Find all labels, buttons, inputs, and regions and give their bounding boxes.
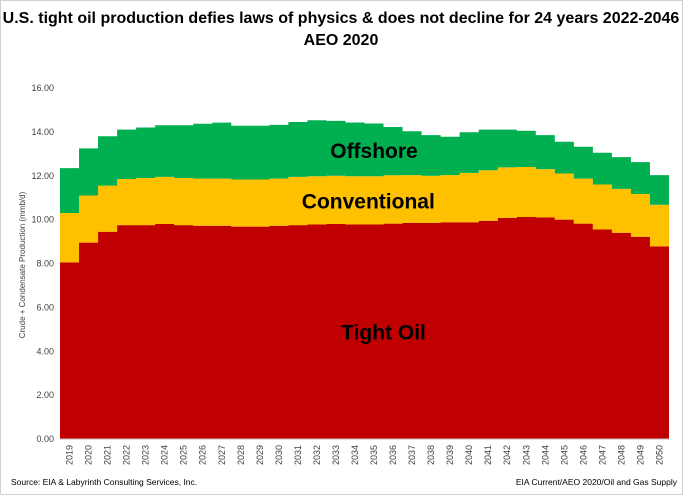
chart-title-line1: U.S. tight oil production defies laws of… bbox=[3, 10, 680, 27]
data-note: EIA Current/AEO 2020/Oil and Gas Supply bbox=[516, 477, 678, 487]
area-offshore bbox=[60, 120, 669, 214]
x-tick-label: 2042 bbox=[502, 445, 512, 465]
series-labels: Tight Oil Conventional Offshore bbox=[302, 140, 435, 344]
y-tick-label: 8.00 bbox=[36, 259, 54, 269]
x-tick-label: 2021 bbox=[103, 445, 113, 465]
y-tick-label: 6.00 bbox=[36, 302, 54, 312]
x-tick-label: 2020 bbox=[84, 445, 94, 465]
series-label-conventional: Conventional bbox=[302, 190, 435, 213]
x-tick-label: 2036 bbox=[388, 445, 398, 465]
y-axis-ticks: 0.00 2.00 4.00 6.00 8.00 10.00 12.00 14.00 16.00 bbox=[31, 83, 54, 444]
x-tick-label: 2049 bbox=[636, 445, 646, 465]
y-tick-label: 2.00 bbox=[36, 390, 54, 400]
x-tick-label: 2035 bbox=[369, 445, 379, 465]
x-tick-label: 2037 bbox=[407, 445, 417, 465]
plot-area bbox=[60, 120, 669, 439]
y-tick-label: 4.00 bbox=[36, 346, 54, 356]
x-tick-label: 2038 bbox=[426, 445, 436, 465]
x-tick-label: 2030 bbox=[274, 445, 284, 465]
y-tick-label: 14.00 bbox=[31, 127, 54, 137]
x-tick-label: 2040 bbox=[464, 445, 474, 465]
x-tick-label: 2048 bbox=[616, 445, 626, 465]
x-tick-label: 2039 bbox=[445, 445, 455, 465]
y-tick-label: 16.00 bbox=[31, 83, 54, 93]
x-tick-label: 2022 bbox=[122, 445, 132, 465]
x-tick-label: 2033 bbox=[331, 445, 341, 465]
x-tick-label: 2026 bbox=[198, 445, 208, 465]
area-tight-oil bbox=[60, 216, 669, 439]
x-tick-label: 2019 bbox=[65, 445, 75, 465]
source-note: Source: EIA & Labyrinth Consulting Servi… bbox=[11, 477, 197, 487]
x-tick-label: 2024 bbox=[160, 445, 170, 465]
x-tick-label: 2050 bbox=[655, 445, 665, 465]
y-tick-label: 0.00 bbox=[36, 434, 54, 444]
y-tick-label: 10.00 bbox=[31, 215, 54, 225]
x-tick-label: 2027 bbox=[217, 445, 227, 465]
x-axis-ticks: 2019 2020 2021 2022 2023 2024 2025 2026 2027 2028… bbox=[65, 445, 665, 465]
x-tick-label: 2046 bbox=[578, 445, 588, 465]
x-tick-label: 2047 bbox=[597, 445, 607, 465]
y-axis-label: Crude + Condensate Production (mmb/d) bbox=[18, 191, 27, 338]
series-label-offshore: Offshore bbox=[330, 140, 418, 163]
x-tick-label: 2029 bbox=[255, 445, 265, 465]
x-tick-label: 2045 bbox=[559, 445, 569, 465]
x-tick-label: 2043 bbox=[521, 445, 531, 465]
chart-title-line2: AEO 2020 bbox=[304, 32, 379, 49]
x-tick-label: 2034 bbox=[350, 445, 360, 465]
y-tick-label: 12.00 bbox=[31, 171, 54, 181]
x-tick-label: 2025 bbox=[179, 445, 189, 465]
x-tick-label: 2028 bbox=[236, 445, 246, 465]
series-label-tight-oil: Tight Oil bbox=[341, 321, 426, 344]
x-tick-label: 2032 bbox=[312, 445, 322, 465]
x-tick-label: 2044 bbox=[540, 445, 550, 465]
x-tick-label: 2041 bbox=[483, 445, 493, 465]
area-conventional bbox=[60, 166, 669, 263]
x-tick-label: 2031 bbox=[293, 445, 303, 465]
x-tick-label: 2023 bbox=[141, 445, 151, 465]
